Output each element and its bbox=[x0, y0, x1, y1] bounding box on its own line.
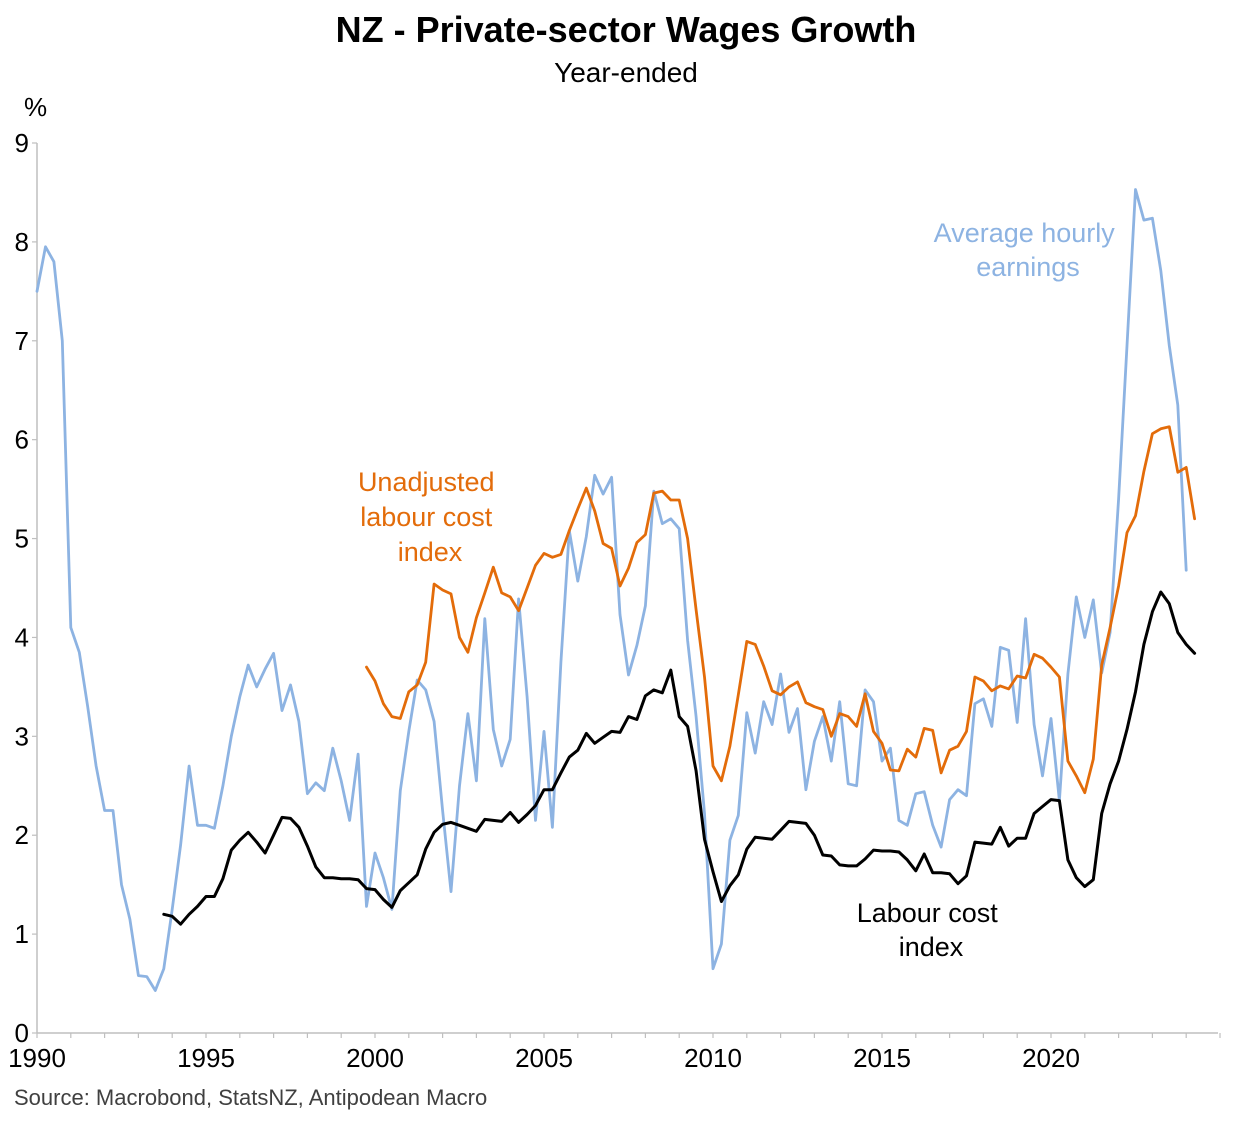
series-label-ahe: Average hourly earnings bbox=[934, 218, 1123, 282]
x-tick-label-1990: 1990 bbox=[8, 1043, 66, 1073]
series-line-ahe bbox=[35, 188, 1188, 992]
series-line-ulci bbox=[365, 425, 1196, 795]
y-tick-label-0: 0 bbox=[15, 1018, 29, 1048]
x-tick-label-2015: 2015 bbox=[853, 1043, 911, 1073]
y-tick-label-4: 4 bbox=[15, 622, 29, 652]
chart-title: NZ - Private-sector Wages Growth bbox=[336, 9, 917, 50]
series-line-lci bbox=[162, 590, 1197, 926]
series-label-ahe-line-1: Average hourly bbox=[934, 218, 1116, 248]
series-label-ahe-line-2: earnings bbox=[976, 252, 1080, 282]
x-axis-ticks: 1990 1995 2000 2005 2010 2015 2020 bbox=[8, 1033, 1221, 1073]
x-tick-label-2005: 2005 bbox=[515, 1043, 573, 1073]
chart-subtitle: Year-ended bbox=[554, 57, 698, 88]
x-tick-label-2010: 2010 bbox=[684, 1043, 742, 1073]
series-label-ulci-line-2: labour cost bbox=[360, 502, 493, 532]
y-axis-unit-label: % bbox=[24, 92, 47, 122]
series-labels: Average hourly earnings Unadjusted labou… bbox=[358, 218, 1123, 962]
x-tick-label-2000: 2000 bbox=[346, 1043, 404, 1073]
y-tick-label-7: 7 bbox=[15, 326, 29, 356]
series-lines bbox=[35, 188, 1197, 992]
y-tick-label-1: 1 bbox=[15, 919, 29, 949]
y-tick-label-9: 9 bbox=[15, 128, 29, 158]
series-label-ulci-line-3: index bbox=[398, 537, 463, 567]
y-tick-label-2: 2 bbox=[15, 820, 29, 850]
x-tick-label-1995: 1995 bbox=[177, 1043, 235, 1073]
y-tick-label-5: 5 bbox=[15, 524, 29, 554]
series-label-lci: Labour cost index bbox=[857, 898, 1006, 962]
series-label-lci-line-2: index bbox=[899, 932, 964, 962]
y-tick-label-6: 6 bbox=[15, 425, 29, 455]
series-label-lci-line-1: Labour cost bbox=[857, 898, 999, 928]
series-label-ulci: Unadjusted labour cost index bbox=[358, 467, 502, 567]
y-tick-label-8: 8 bbox=[15, 227, 29, 257]
x-tick-label-2020: 2020 bbox=[1022, 1043, 1080, 1073]
y-axis-ticks: 0 1 2 3 4 5 6 7 8 9 bbox=[15, 128, 37, 1048]
series-label-ulci-line-1: Unadjusted bbox=[358, 467, 495, 497]
y-tick-label-3: 3 bbox=[15, 721, 29, 751]
source-note: Source: Macrobond, StatsNZ, Antipodean M… bbox=[14, 1085, 487, 1110]
